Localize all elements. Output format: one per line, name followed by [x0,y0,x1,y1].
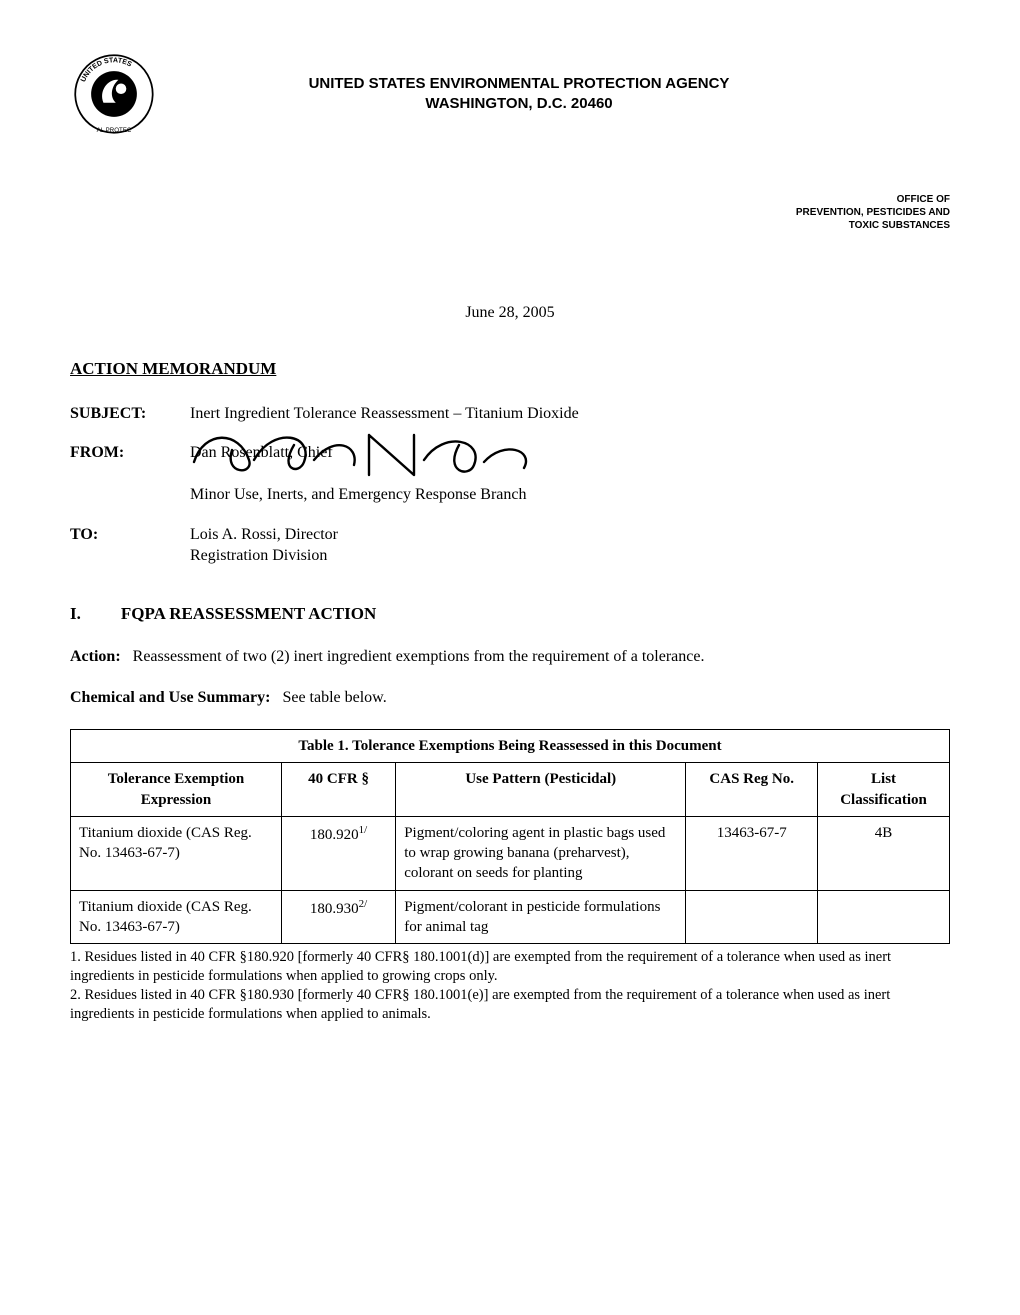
col-list: List Classification [818,763,950,817]
epa-seal-logo: UNITED STATES AL PROTEC [70,50,158,138]
col-use: Use Pattern (Pesticidal) [396,763,686,817]
cell-list [818,890,950,944]
cell-exemption: Titanium dioxide (CAS Reg. No. 13463-67-… [71,890,282,944]
action-text: Reassessment of two (2) inert ingredient… [133,648,705,665]
to-label: TO: [70,524,190,567]
section-title: FQPA REASSESSMENT ACTION [121,603,376,626]
svg-text:AL PROTEC: AL PROTEC [97,127,132,134]
from-value: Dan Rosenblatt, Chief Minor Use, Inerts,… [190,442,950,506]
cell-use: Pigment/colorant in pesticide formulatio… [396,890,686,944]
action-label: Action: [70,648,121,665]
table-footnotes: 1. Residues listed in 40 CFR §180.920 [f… [70,948,950,1023]
letterhead: UNITED STATES AL PROTEC UNITED STATES EN… [70,50,950,138]
cell-exemption: Titanium dioxide (CAS Reg. No. 13463-67-… [71,816,282,890]
to-line2: Registration Division [190,545,950,567]
col-exemption: Tolerance Exemption Expression [71,763,282,817]
from-line: FROM: Dan Rosenblatt, Chief Minor Use, I… [70,442,950,506]
document-date: June 28, 2005 [70,302,950,324]
section-heading: I. FQPA REASSESSMENT ACTION [70,603,950,626]
to-line1: Lois A. Rossi, Director [190,524,950,546]
col-cas: CAS Reg No. [686,763,818,817]
summary-paragraph: Chemical and Use Summary: See table belo… [70,687,950,709]
cell-cfr: 180.9302/ [281,890,395,944]
table-row: Titanium dioxide (CAS Reg. No. 13463-67-… [71,890,950,944]
to-line: TO: Lois A. Rossi, Director Registration… [70,524,950,567]
from-line2: Minor Use, Inerts, and Emergency Respons… [190,484,950,506]
office-line3: TOXIC SUBSTANCES [70,219,950,232]
subject-label: SUBJECT: [70,403,190,425]
cell-cas [686,890,818,944]
summary-text: See table below. [282,689,386,706]
memo-heading: ACTION MEMORANDUM [70,358,950,381]
action-paragraph: Action: Reassessment of two (2) inert in… [70,646,950,668]
office-line1: OFFICE OF [70,193,950,206]
cell-cfr: 180.9201/ [281,816,395,890]
cell-use: Pigment/coloring agent in plastic bags u… [396,816,686,890]
table-caption: Table 1. Tolerance Exemptions Being Reas… [70,729,950,762]
signature-icon [184,420,544,484]
agency-line1: UNITED STATES ENVIRONMENTAL PROTECTION A… [176,74,862,94]
office-block: OFFICE OF PREVENTION, PESTICIDES AND TOX… [70,193,950,232]
agency-title: UNITED STATES ENVIRONMENTAL PROTECTION A… [176,74,950,115]
summary-label: Chemical and Use Summary: [70,689,270,706]
table-row: Titanium dioxide (CAS Reg. No. 13463-67-… [71,816,950,890]
footnote-2: 2. Residues listed in 40 CFR §180.930 [f… [70,986,950,1024]
footnote-1: 1. Residues listed in 40 CFR §180.920 [f… [70,948,950,986]
cell-list: 4B [818,816,950,890]
tolerance-table: Table 1. Tolerance Exemptions Being Reas… [70,729,950,944]
table-header-row: Tolerance Exemption Expression 40 CFR § … [71,763,950,817]
section-number: I. [70,603,81,626]
col-cfr: 40 CFR § [281,763,395,817]
from-label: FROM: [70,442,190,506]
signature-area: Dan Rosenblatt, Chief [190,442,950,484]
to-value: Lois A. Rossi, Director Registration Div… [190,524,950,567]
office-line2: PREVENTION, PESTICIDES AND [70,206,950,219]
cell-cas: 13463-67-7 [686,816,818,890]
agency-line2: WASHINGTON, D.C. 20460 [176,94,862,114]
